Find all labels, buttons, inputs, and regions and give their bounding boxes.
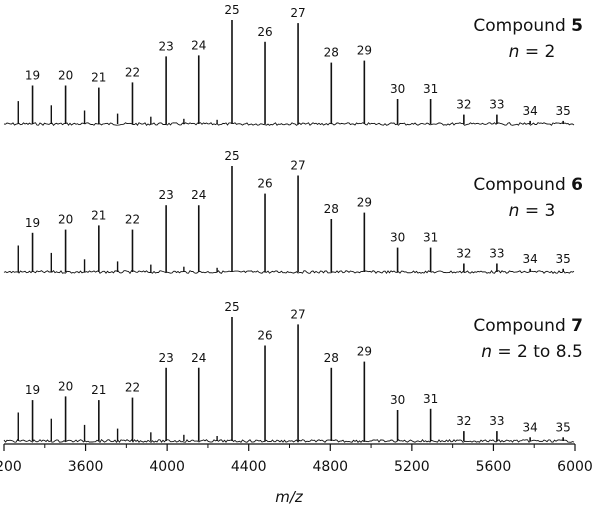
peak-label-19: 19	[25, 383, 40, 397]
peak-label-20: 20	[58, 379, 73, 393]
baseline-compound-7	[3, 438, 575, 443]
x-tick-label-3600: 3600	[68, 459, 104, 475]
peak-label-29: 29	[357, 196, 372, 210]
spectrum-panel-compound-5: 19 20 21 22 23 24 25 26 27 28 29 30 31 32 33 34 35 Compou…	[3, 3, 583, 127]
peak-label-24: 24	[191, 351, 206, 365]
peak-label-30: 30	[390, 231, 405, 245]
n-symbol: n	[509, 42, 520, 62]
compound-title: Compound 5	[473, 16, 583, 36]
x-tick-label-5600: 5600	[476, 459, 512, 475]
peak-label-22: 22	[125, 213, 140, 227]
peak-label-28: 28	[324, 202, 339, 216]
peak-label-33: 33	[489, 98, 504, 112]
peak-label-24: 24	[191, 188, 206, 202]
peak-label-22: 22	[125, 381, 140, 395]
compound-number: 5	[571, 16, 583, 36]
n-value-label: n = 2	[509, 42, 556, 62]
compound-title: Compound 7	[473, 316, 583, 336]
peak-label-21: 21	[91, 208, 106, 222]
peak-label-19: 19	[25, 216, 40, 230]
x-tick-label-4400: 4400	[231, 459, 267, 475]
peak-label-29: 29	[357, 44, 372, 58]
n-value-label: n = 2 to 8.5	[481, 342, 583, 362]
peak-label-27: 27	[290, 307, 305, 321]
peak-label-28: 28	[324, 46, 339, 60]
spectrum-panel-compound-6: 19 20 21 22 23 24 25 26 27 28 29 30 31 32 33 34 35 Compou…	[3, 149, 583, 275]
peak-label-34: 34	[522, 252, 537, 266]
peak-label-30: 30	[390, 82, 405, 96]
peak-label-23: 23	[158, 39, 173, 53]
peak-label-28: 28	[324, 351, 339, 365]
x-axis: 3200 3600 4000 4400 4800 5200 5600 6000	[0, 443, 593, 475]
peak-label-27: 27	[290, 159, 305, 173]
peak-label-35: 35	[556, 252, 571, 266]
compound-title: Compound 6	[473, 175, 583, 195]
peak-label-34: 34	[522, 420, 537, 434]
peak-label-32: 32	[456, 414, 471, 428]
peak-label-31: 31	[423, 82, 438, 96]
peak-label-21: 21	[91, 71, 106, 85]
peak-label-22: 22	[125, 65, 140, 79]
compound-prefix: Compound	[473, 175, 571, 195]
peak-label-29: 29	[357, 345, 372, 359]
peak-label-26: 26	[257, 329, 272, 343]
peak-label-23: 23	[158, 188, 173, 202]
baseline-compound-6	[3, 270, 575, 275]
peak-label-25: 25	[224, 3, 239, 17]
peak-label-19: 19	[25, 69, 40, 83]
peak-label-35: 35	[556, 420, 571, 434]
x-tick-label-6000: 6000	[557, 459, 593, 475]
peak-label-31: 31	[423, 231, 438, 245]
peak-label-25: 25	[224, 149, 239, 163]
spectrum-panel-compound-7: 19 20 21 22 23 24 25 26 27 28 29 30 31 32 33 34 35 Compou…	[3, 300, 583, 443]
peak-label-31: 31	[423, 392, 438, 406]
peak-label-30: 30	[390, 393, 405, 407]
n-symbol: n	[509, 201, 520, 221]
n-value: = 2	[519, 42, 555, 62]
x-axis-title: m/z	[275, 488, 304, 506]
peak-label-33: 33	[489, 414, 504, 428]
baseline-compound-5	[3, 122, 575, 127]
peak-label-25: 25	[224, 300, 239, 314]
x-tick-label-3200: 3200	[0, 459, 22, 475]
peak-label-21: 21	[91, 383, 106, 397]
peak-label-35: 35	[556, 104, 571, 118]
peak-label-20: 20	[58, 213, 73, 227]
compound-number: 7	[571, 316, 583, 336]
peak-label-34: 34	[522, 104, 537, 118]
peak-label-26: 26	[257, 177, 272, 191]
peak-label-33: 33	[489, 247, 504, 261]
compound-prefix: Compound	[473, 16, 571, 36]
peak-label-20: 20	[58, 69, 73, 83]
n-value: = 3	[519, 201, 555, 221]
compound-number: 6	[571, 175, 583, 195]
peak-label-32: 32	[456, 98, 471, 112]
compound-prefix: Compound	[473, 316, 571, 336]
peak-label-23: 23	[158, 351, 173, 365]
peak-label-26: 26	[257, 25, 272, 39]
x-tick-label-4800: 4800	[312, 459, 348, 475]
peak-label-24: 24	[191, 38, 206, 52]
peak-label-32: 32	[456, 247, 471, 261]
peak-label-27: 27	[290, 6, 305, 20]
n-symbol: n	[481, 342, 492, 362]
x-tick-label-5200: 5200	[394, 459, 430, 475]
n-value-label: n = 3	[509, 201, 556, 221]
x-tick-label-4000: 4000	[149, 459, 185, 475]
x-axis-ticks: 3200 3600 4000 4400 4800 5200 5600 6000	[0, 444, 593, 475]
spectra-panels: 19 20 21 22 23 24 25 26 27 28 29 30 31 32 33 34 35 Compou…	[3, 3, 583, 443]
n-value: = 2 to 8.5	[492, 342, 583, 362]
